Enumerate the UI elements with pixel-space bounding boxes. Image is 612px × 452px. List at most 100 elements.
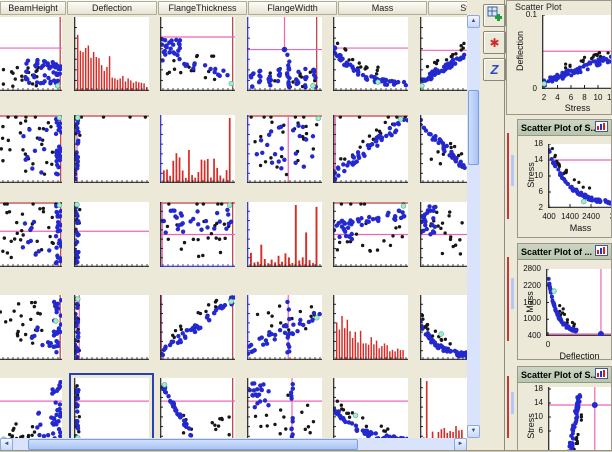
x-axis-label: Deflection xyxy=(559,351,600,360)
matrix-cell-FlangeWidth-vs-Deflection[interactable] xyxy=(74,202,149,267)
y-tick-label: 2 xyxy=(538,203,543,212)
matrix-cell-FlangeWidth-vs-Mass[interactable] xyxy=(333,202,408,267)
plot-area[interactable] xyxy=(548,144,612,208)
clipped-window-edge xyxy=(505,243,516,360)
y-axis-label: Stress xyxy=(526,413,536,439)
clipped-window-edge xyxy=(505,119,516,238)
y-tick-label: 6 xyxy=(538,187,543,196)
scatter-plot-window-4[interactable]: Scatter Plot of S... 18 14 10 6 Stress xyxy=(517,366,612,452)
y-tick-label: 14 xyxy=(534,155,543,164)
horizontal-scroll-thumb[interactable] xyxy=(28,439,358,450)
window-title: Scatter Plot of S... xyxy=(521,369,595,380)
swap-axes-button[interactable]: Z xyxy=(483,58,506,81)
y-tick-label: 0 xyxy=(532,84,537,93)
chart-icon[interactable] xyxy=(595,244,608,261)
window-title: Scatter Plot of S... xyxy=(521,122,595,133)
y-tick-label: 14 xyxy=(534,398,543,407)
matrix-cell-Mass-vs-FlangeWidth[interactable] xyxy=(247,295,322,360)
vertical-scroll-thumb[interactable] xyxy=(468,90,479,165)
matrix-cell-Deflection-vs-Deflection[interactable] xyxy=(74,17,149,91)
scatter-plot-window-3[interactable]: Scatter Plot of ... 2800 2200 1600 1000 400 0… xyxy=(517,243,612,360)
matrix-cell-FlangeThickness-vs-Deflection[interactable] xyxy=(74,115,149,183)
settings-button[interactable]: ✱ xyxy=(483,31,506,54)
x-tick-label: 10 xyxy=(593,93,603,102)
chart-icon[interactable] xyxy=(595,367,608,384)
panel-divider[interactable] xyxy=(504,0,505,452)
matrix-cell-Deflection-vs-Mass[interactable] xyxy=(333,17,408,91)
matrix-cell-FlangeThickness-vs-BeamHeight[interactable] xyxy=(0,115,62,183)
window-titlebar[interactable]: Scatter Plot of S... xyxy=(518,120,611,136)
scatter-plot-matrix xyxy=(0,17,467,438)
matrix-cell-Stress-vs-BeamHeight[interactable] xyxy=(0,378,62,438)
x-tick-label: 4 xyxy=(555,93,560,102)
x-tick-label: 0 xyxy=(545,340,551,349)
matrix-cell-Mass-vs-Mass[interactable] xyxy=(333,295,408,360)
matrix-cell-Stress-vs-Mass[interactable] xyxy=(333,378,408,438)
scatter-plot-canvas-3[interactable]: 2800 2200 1600 1000 400 0 Deflection Mass xyxy=(518,260,611,359)
column-header-flangethickness[interactable]: FlangeThickness xyxy=(158,1,247,15)
matrix-vertical-scrollbar[interactable]: ▲ ▼ xyxy=(467,15,480,438)
matrix-cell-FlangeThickness-vs-FlangeThickness[interactable] xyxy=(160,115,235,183)
column-header-deflection[interactable]: Deflection xyxy=(67,1,157,15)
clipped-window-edge xyxy=(505,366,516,452)
matrix-cell-Mass-vs-Stress[interactable] xyxy=(420,295,467,360)
chart-icon[interactable] xyxy=(595,120,608,137)
y-tick-label: 10 xyxy=(534,171,543,180)
x-tick-label: 2 xyxy=(541,93,547,102)
matrix-cell-Stress-vs-Deflection[interactable] xyxy=(69,373,154,438)
swap-axes-icon: Z xyxy=(490,62,499,77)
window-bottom-edge xyxy=(0,450,612,452)
y-tick-label: 2800 xyxy=(523,264,541,273)
plot-area[interactable] xyxy=(546,269,612,336)
window-titlebar[interactable]: Scatter Plot of ... xyxy=(518,244,611,260)
matrix-cell-FlangeThickness-vs-Stress[interactable] xyxy=(420,115,467,183)
matrix-cell-FlangeThickness-vs-Mass[interactable] xyxy=(333,115,408,183)
scroll-up-icon[interactable]: ▲ xyxy=(467,15,480,28)
plot-area[interactable] xyxy=(542,15,612,89)
x-tick-label: 400 xyxy=(542,212,556,221)
x-axis-label: Stress xyxy=(564,103,591,113)
y-tick-label: 400 xyxy=(527,331,541,340)
y-tick-label: 18 xyxy=(534,384,543,393)
column-header-flangewidth[interactable]: FlangeWidth xyxy=(248,1,337,15)
column-header-stress[interactable]: Stress xyxy=(428,1,467,15)
y-tick-label: 6 xyxy=(538,426,543,435)
matrix-cell-FlangeWidth-vs-FlangeThickness[interactable] xyxy=(160,202,235,267)
matrix-cell-Stress-vs-FlangeThickness[interactable] xyxy=(160,378,235,438)
add-chart-button[interactable] xyxy=(483,4,506,27)
matrix-cell-FlangeThickness-vs-FlangeWidth[interactable] xyxy=(247,115,322,183)
matrix-cell-Mass-vs-BeamHeight[interactable] xyxy=(0,295,62,360)
matrix-cell-Mass-vs-FlangeThickness[interactable] xyxy=(160,295,235,360)
matrix-cell-Deflection-vs-FlangeWidth[interactable] xyxy=(247,17,322,91)
scroll-down-icon[interactable]: ▼ xyxy=(467,425,480,438)
scatter-plot-window-2[interactable]: Scatter Plot of S... 18 14 10 6 2 400 1400 2400… xyxy=(517,119,612,238)
window-title: Scatter Plot of ... xyxy=(521,246,593,257)
settings-gear-icon: ✱ xyxy=(489,35,500,50)
matrix-cell-FlangeWidth-vs-Stress[interactable] xyxy=(420,202,467,267)
matrix-column-headers: BeamHeight Deflection FlangeThickness Fl… xyxy=(0,0,467,16)
column-header-mass[interactable]: Mass xyxy=(338,1,427,15)
matrix-cell-Mass-vs-Deflection[interactable] xyxy=(74,295,149,360)
matrix-cell-Stress-vs-Stress[interactable] xyxy=(420,378,467,438)
scatter-plot-canvas-2[interactable]: 18141062400140024003MassStress xyxy=(518,136,611,237)
y-tick-label: 18 xyxy=(534,139,543,148)
window-titlebar[interactable]: Scatter Plot of S... xyxy=(518,367,611,383)
x-tick-label: 12 xyxy=(607,93,612,102)
y-tick-label: 10 xyxy=(534,412,543,421)
matrix-cell-Deflection-vs-FlangeThickness[interactable] xyxy=(160,17,235,91)
plot-area[interactable] xyxy=(548,387,612,452)
matrix-cell-FlangeWidth-vs-BeamHeight[interactable] xyxy=(0,202,62,267)
matrix-cell-FlangeWidth-vs-FlangeWidth[interactable] xyxy=(247,202,322,267)
y-axis-label: Mass xyxy=(525,290,535,313)
y-tick-label: 2200 xyxy=(523,280,541,290)
matrix-cell-Deflection-vs-BeamHeight[interactable] xyxy=(0,17,62,91)
matrix-cell-Deflection-vs-Stress[interactable] xyxy=(420,17,467,91)
scatter-plot-canvas-4[interactable]: 18 14 10 6 Stress xyxy=(518,383,611,452)
matrix-cell-Stress-vs-FlangeWidth[interactable] xyxy=(247,378,322,438)
x-tick-label: 8 xyxy=(582,93,587,102)
y-axis-label: Stress xyxy=(526,162,536,188)
column-header-beamheight[interactable]: BeamHeight xyxy=(0,1,66,15)
